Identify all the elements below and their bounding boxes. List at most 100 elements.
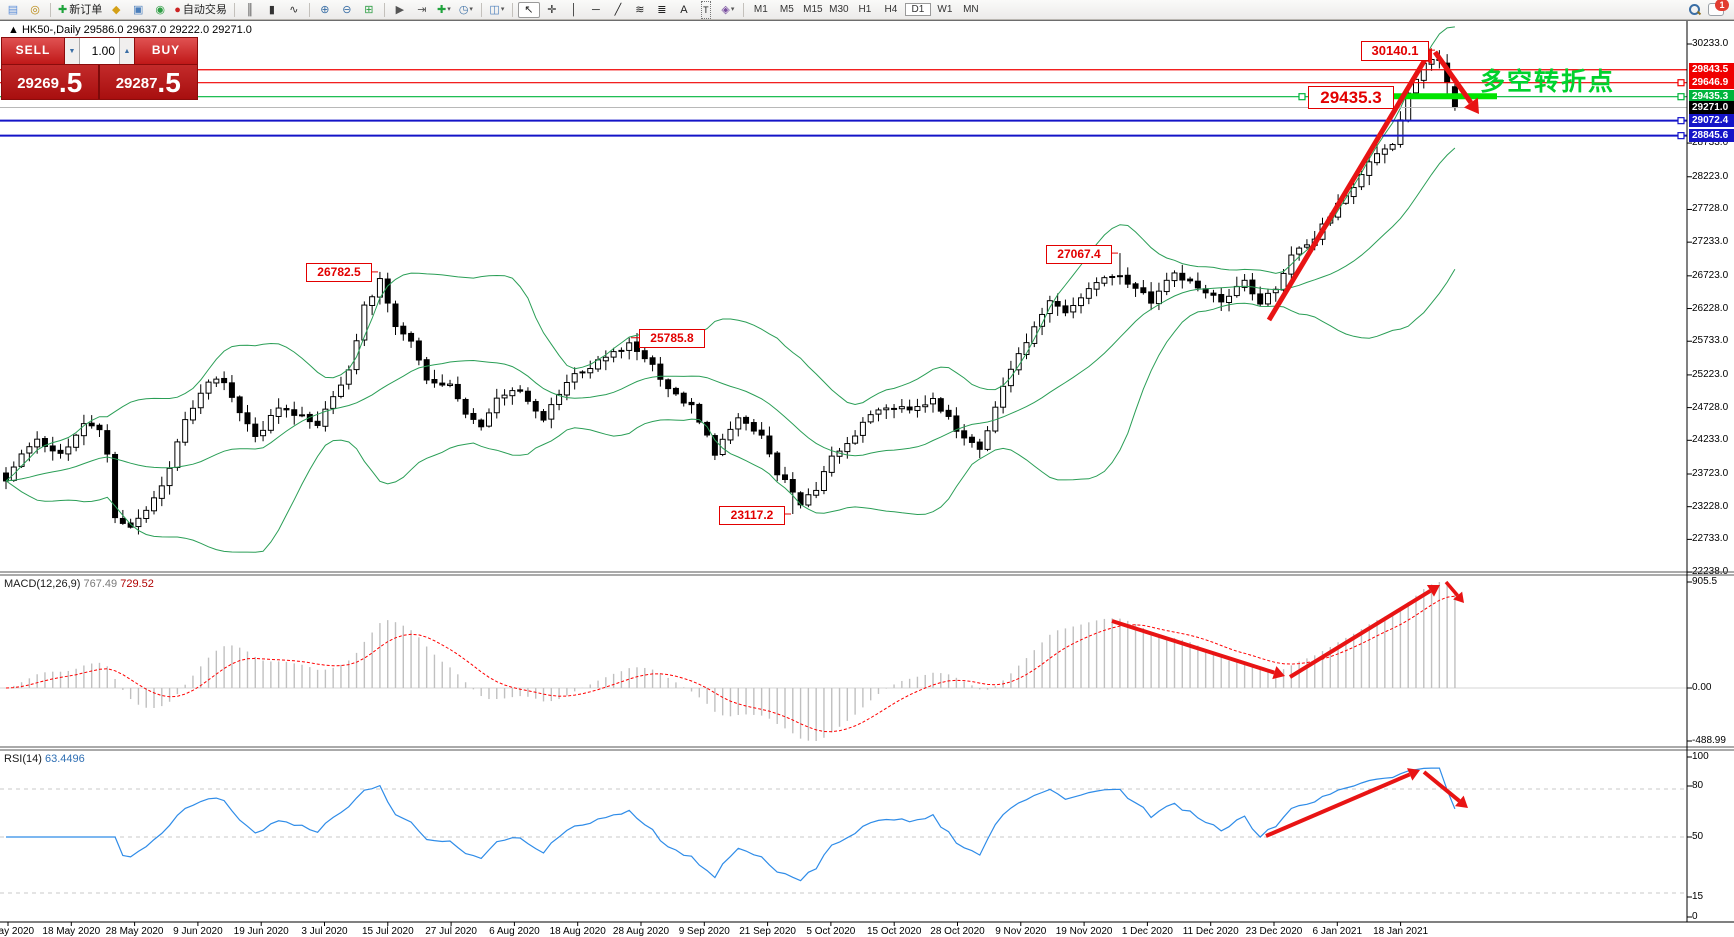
y-axis-tick-label[interactable]: 27728.0 [1692, 203, 1729, 215]
vertical-line-icon[interactable]: │ [570, 3, 578, 16]
new-order-button[interactable]: ✚ 新订单 [58, 3, 103, 16]
date-label[interactable]: 27 Jul 2020 [425, 926, 477, 937]
date-label[interactable]: 18 May 2020 [42, 926, 101, 937]
macd-axis-tick-label[interactable]: 905.5 [1692, 576, 1718, 587]
chat-icon[interactable]: 1 [1708, 0, 1729, 16]
horizontal-line-icon[interactable]: ─ [591, 3, 600, 16]
indicator-windows-icon[interactable]: ◫ ▾ [489, 3, 505, 16]
signals-icon[interactable]: ◉ [155, 3, 166, 16]
date-label[interactable]: 1 Dec 2020 [1121, 926, 1173, 937]
timeframe-mn-button[interactable]: MN [963, 4, 979, 15]
date-label[interactable]: 4 May 2020 [0, 926, 35, 937]
line-chart-icon[interactable]: ∿ [289, 3, 299, 16]
search-icon[interactable] [1689, 4, 1700, 15]
rsi-axis-tick-label[interactable]: 80 [1692, 780, 1704, 791]
text-label-icon[interactable]: T [696, 0, 716, 19]
styles-bucket-icon[interactable]: ◆ [111, 3, 121, 16]
cursor-icon[interactable]: ↖ [517, 1, 540, 18]
macd-main-value: 767.49 [83, 578, 118, 590]
fibonacci-icon[interactable]: ≣ [657, 3, 667, 16]
y-axis-tick-label[interactable]: 24728.0 [1692, 401, 1729, 413]
zoom-in-icon[interactable]: ⊕ [320, 3, 330, 16]
text-icon[interactable]: A [680, 3, 688, 16]
timeframe-m5-button[interactable]: M5 [779, 4, 794, 15]
date-label[interactable]: 28 Aug 2020 [612, 926, 670, 937]
experts-icon[interactable]: ▣ [133, 3, 144, 16]
y-axis-tick-label[interactable]: 30233.0 [1692, 38, 1729, 49]
date-label[interactable]: 21 Sep 2020 [739, 926, 796, 937]
autotrading-button[interactable]: ● 自动交易 [174, 3, 227, 16]
tile-windows-icon[interactable]: ⊞ [364, 3, 374, 16]
timeframe-m1-button[interactable]: M1 [753, 4, 768, 15]
toolbar: ▤ ◎ ✚ 新订单 ◆ ▣ ◉ ● 自动交易 ║ ▮ ∿ ⊕ ⊖ ⊞ ▶ ⇥ ✚ ▾ ◷ ▾ ◫ ▾ ↖ ✛ │ ─ ╱ ≋ ≣ A T ◈ ▾ M… [0, 0, 1734, 20]
sell-price[interactable]: 29269 .5 [2, 65, 100, 99]
periods-clock-icon[interactable]: ◷ ▾ [458, 3, 473, 16]
candlestick-chart-icon[interactable]: ▮ [268, 3, 275, 16]
date-label[interactable]: 15 Jul 2020 [361, 926, 414, 937]
timeframe-m30-button[interactable]: M30 [829, 4, 849, 15]
crosshair-icon[interactable]: ✛ [547, 3, 557, 16]
y-axis-tick-label[interactable]: 28733.0 [1692, 137, 1729, 149]
volume-down-icon[interactable]: ▼ [68, 47, 76, 55]
y-axis-tick-label[interactable]: 26228.0 [1692, 302, 1729, 314]
timeframe-h4-button[interactable]: H4 [884, 4, 898, 15]
rsi-axis-tick-label[interactable]: 15 [1692, 891, 1704, 902]
y-axis-tick-label[interactable]: 23723.0 [1692, 467, 1729, 479]
date-label[interactable]: 9 Jun 2020 [173, 926, 223, 937]
buy-price[interactable]: 29287 .5 [115, 67, 181, 98]
date-label[interactable]: 28 Oct 2020 [930, 926, 985, 937]
y-axis-tick-label[interactable]: 25733.0 [1692, 335, 1729, 347]
date-label[interactable]: 6 Aug 2020 [489, 926, 540, 937]
date-label[interactable]: 3 Jul 2020 [301, 926, 348, 937]
toolbar-separator [511, 2, 513, 17]
date-label[interactable]: 19 Jun 2020 [233, 926, 289, 937]
new-chart-icon[interactable]: ▤ [7, 3, 19, 16]
equidistant-channel-icon[interactable]: ≋ [635, 3, 645, 16]
candles [3, 50, 1458, 535]
timeframe-d1-button[interactable]: D1 [904, 3, 931, 16]
timeframe-m15-button[interactable]: M15 [803, 4, 823, 15]
sell-button[interactable]: SELL [2, 38, 64, 64]
date-label[interactable]: 18 Jan 2021 [1373, 926, 1429, 937]
macd-axis-tick-label[interactable]: -488.99 [1692, 735, 1726, 746]
y-axis-tick-label[interactable]: 24233.0 [1692, 434, 1729, 446]
chart-shift-icon[interactable]: ⇥ [417, 3, 427, 16]
y-axis-tick-label[interactable]: 23228.0 [1692, 500, 1729, 512]
buy-button[interactable]: BUY [135, 38, 197, 64]
macd-pane [0, 582, 1687, 742]
trendline-icon[interactable]: ╱ [614, 3, 622, 16]
y-axis-tick-label[interactable]: 27233.0 [1692, 236, 1729, 248]
auto-scroll-icon[interactable]: ▶ [395, 3, 405, 16]
axis-price-label: 28845.6 [1689, 129, 1734, 143]
y-axis-tick-label[interactable]: 28223.0 [1692, 170, 1729, 182]
volume-stepper[interactable]: ▼ 1.00 ▲ [64, 38, 135, 64]
timeframe-w1-button[interactable]: W1 [937, 4, 953, 15]
zoom-out-icon[interactable]: ⊖ [342, 3, 352, 16]
date-label[interactable]: 5 Oct 2020 [806, 926, 856, 937]
arrows-icon[interactable]: ◈ ▾ [721, 3, 735, 16]
date-label[interactable]: 18 Aug 2020 [549, 926, 606, 937]
macd-label: MACD(12,26,9) 767.49 729.52 [4, 578, 154, 590]
y-axis-tick-label[interactable]: 22733.0 [1692, 533, 1729, 545]
rsi-axis-tick-label[interactable]: 0 [1692, 911, 1698, 922]
volume-up-icon[interactable]: ▲ [123, 47, 131, 55]
y-axis-tick-label[interactable]: 25223.0 [1692, 368, 1729, 380]
date-label[interactable]: 6 Jan 2021 [1312, 926, 1363, 937]
macd-axis-tick-label[interactable]: 0.00 [1692, 682, 1712, 693]
date-label[interactable]: 9 Sep 2020 [678, 926, 730, 937]
y-axis-tick-label[interactable]: 26723.0 [1692, 269, 1729, 281]
date-label[interactable]: 19 Nov 2020 [1055, 926, 1113, 937]
rsi-axis-tick-label[interactable]: 50 [1692, 831, 1704, 842]
rsi-axis-tick-label[interactable]: 100 [1692, 751, 1709, 762]
date-label[interactable]: 9 Nov 2020 [995, 926, 1047, 937]
volume-value[interactable]: 1.00 [79, 38, 120, 64]
date-label[interactable]: 23 Dec 2020 [1245, 926, 1303, 937]
date-label[interactable]: 15 Oct 2020 [866, 926, 922, 937]
profiles-icon[interactable]: ◎ [30, 3, 40, 16]
indicators-icon[interactable]: ✚ ▾ [437, 3, 451, 16]
timeframe-h1-button[interactable]: H1 [858, 4, 872, 15]
bar-chart-icon[interactable]: ║ [245, 3, 254, 16]
date-label[interactable]: 11 Dec 2020 [1182, 926, 1239, 937]
date-label[interactable]: 28 May 2020 [105, 926, 164, 937]
